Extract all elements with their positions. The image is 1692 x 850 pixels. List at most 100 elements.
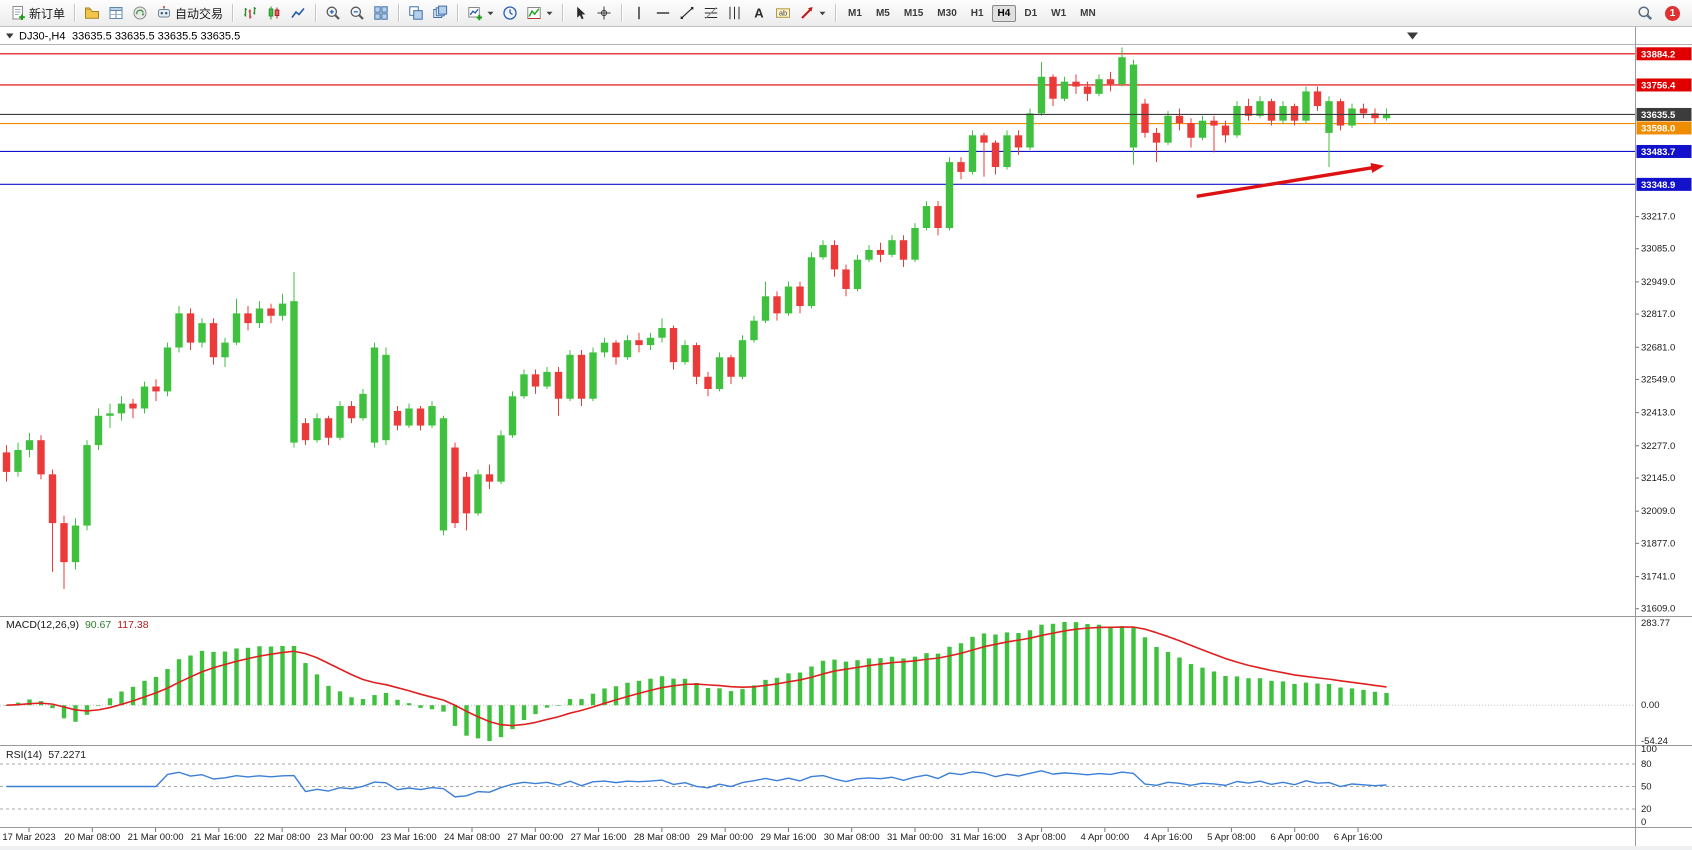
bar-chart-button[interactable] [238, 1, 262, 25]
vertical-line-button[interactable] [627, 1, 651, 25]
chart-line-icon [290, 5, 306, 21]
text-label-icon: ab [775, 5, 791, 21]
tile-windows-button[interactable] [369, 1, 393, 25]
macd-histogram-bar [544, 705, 550, 708]
price-level-badge [1636, 78, 1692, 92]
horizontal-line-icon [655, 5, 671, 21]
timeframe-m30[interactable]: M30 [937, 7, 957, 19]
macd-histogram-bar [567, 699, 573, 706]
candle-body [1359, 108, 1368, 114]
cursor-button[interactable] [568, 1, 592, 25]
macd-histogram-bar [728, 691, 734, 706]
price-level-badge-label: 33348.9 [1641, 180, 1675, 191]
macd-histogram-bar [1165, 652, 1171, 706]
search-button[interactable] [1633, 1, 1657, 25]
candle-body [1003, 135, 1011, 168]
text-label-button[interactable]: ab [771, 1, 795, 25]
macd-histogram-bar [556, 705, 561, 706]
candle-chart-button[interactable] [262, 1, 286, 25]
candle-body [71, 525, 80, 563]
candle-body [1014, 135, 1023, 148]
macd-histogram-bar [130, 686, 136, 706]
zoom-out-button[interactable] [345, 1, 369, 25]
candle-body [106, 413, 114, 416]
algo-trading-icon [156, 5, 172, 21]
symbol-dropdown-icon[interactable] [6, 33, 14, 39]
macd-axis-label: 0.00 [1641, 700, 1660, 711]
time-axis-label: 4 Apr 16:00 [1144, 832, 1193, 843]
macd-histogram-bar [165, 669, 170, 706]
notification-badge[interactable]: 1 [1665, 5, 1680, 21]
cycle-lines-button[interactable] [723, 1, 747, 25]
new-order-button[interactable]: 新订单 [6, 1, 69, 25]
candle-body [152, 386, 160, 392]
new-chart-button[interactable] [463, 1, 498, 25]
time-axis-label: 4 Apr 00:00 [1081, 832, 1130, 843]
candle-body [842, 269, 850, 289]
line-chart-button[interactable] [286, 1, 310, 25]
timeframe-mn[interactable]: MN [1080, 7, 1096, 19]
cascade-windows-button[interactable] [428, 1, 452, 25]
candle-body [1072, 81, 1080, 87]
macd-histogram-bar [73, 705, 78, 722]
timeframe-w1[interactable]: W1 [1051, 7, 1067, 19]
trend-line-button[interactable] [675, 1, 699, 25]
candle-body [462, 476, 471, 514]
toolbar-separator [621, 4, 623, 22]
arrow-tools-button[interactable] [795, 1, 830, 25]
candle-body [543, 371, 551, 387]
timeframe-h4[interactable]: H4 [991, 4, 1017, 22]
trend-arrow-head[interactable] [1370, 162, 1385, 173]
tile-windows-icon [373, 5, 389, 21]
macd-axis-label: 283.77 [1641, 618, 1670, 629]
arrange-windows-button[interactable] [404, 1, 428, 25]
zoom-in-button[interactable] [321, 1, 345, 25]
horizontal-line-button[interactable] [651, 1, 675, 25]
price-level-badge-label: 33483.7 [1641, 147, 1675, 158]
price-tick-label: 32145.0 [1641, 473, 1675, 484]
macd-histogram-bar [901, 658, 906, 706]
candle-body [807, 257, 816, 307]
macd-histogram-bar [774, 677, 780, 706]
candle-body [1313, 91, 1322, 107]
price-level-badge [1636, 144, 1692, 158]
candle-body [1382, 114, 1391, 119]
timeframe-d1[interactable]: D1 [1024, 7, 1038, 19]
price-chart[interactable]: 33217.0 33085.0 32949.0 32817.0 32681.0 32549… [0, 27, 1692, 850]
algo-trading-button[interactable]: 自动交易 [152, 1, 227, 25]
timeframe-m15[interactable]: M15 [903, 7, 924, 19]
text-button[interactable]: A [747, 1, 771, 25]
price-tick-label: 31609.0 [1641, 604, 1675, 615]
macd-histogram-bar [475, 705, 481, 739]
macd-histogram-bar [383, 692, 389, 706]
candle-body [382, 354, 390, 441]
data-window-button[interactable] [104, 1, 128, 25]
indicators-button[interactable] [522, 1, 557, 25]
rsi-panel: 100 80 50 20 0 [0, 744, 1692, 828]
time-axis-label: 21 Mar 00:00 [128, 832, 184, 843]
macd-histogram-bar [740, 689, 745, 706]
toolbar-separator [232, 4, 234, 22]
time-axis-label: 5 Apr 08:00 [1207, 832, 1256, 843]
trend-arrow[interactable] [1196, 162, 1385, 198]
scroll-to-end-marker-icon[interactable] [1407, 32, 1418, 40]
crosshair-button[interactable] [592, 1, 616, 25]
candle-body [704, 376, 712, 389]
macd-histogram-bar [211, 651, 216, 706]
candle-body [899, 240, 908, 260]
timeframe-m5[interactable]: M5 [875, 7, 890, 19]
candle-body [508, 396, 517, 436]
macd-histogram-bar [1292, 683, 1297, 706]
macd-histogram-bar [786, 673, 791, 706]
fibonacci-button[interactable] [699, 1, 723, 25]
trend-arrow-shaft[interactable] [1196, 165, 1374, 198]
candle-body [405, 408, 413, 426]
community-button[interactable] [128, 1, 152, 25]
timeframe-h1[interactable]: H1 [970, 7, 984, 19]
profiles-button[interactable] [80, 1, 104, 25]
macd-histogram-bar [590, 693, 596, 706]
timeframe-m1[interactable]: M1 [848, 7, 862, 19]
candle-body [1221, 125, 1230, 136]
period-button[interactable] [498, 1, 522, 25]
